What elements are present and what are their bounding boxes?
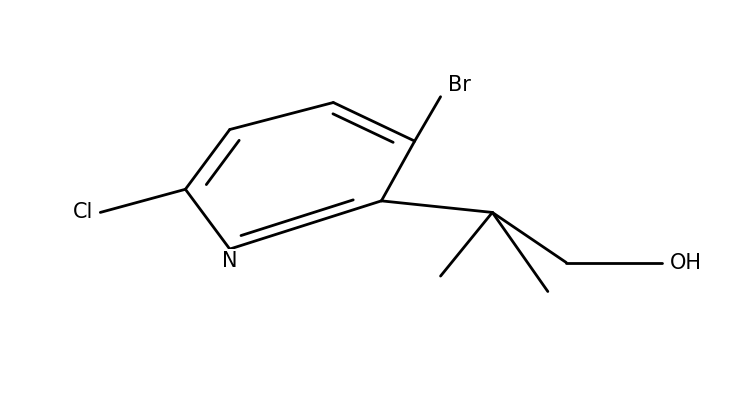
Text: Cl: Cl	[73, 203, 93, 223]
Text: OH: OH	[670, 253, 702, 273]
Text: N: N	[222, 251, 238, 271]
Text: Br: Br	[448, 75, 470, 95]
